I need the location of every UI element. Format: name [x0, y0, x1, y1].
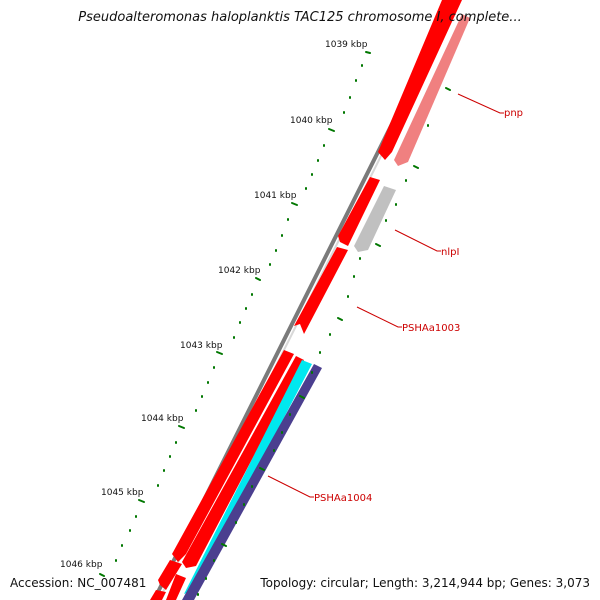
- cds-feature[interactable]: [150, 590, 166, 600]
- cds-feature-b[interactable]: [166, 574, 186, 600]
- kbp-label: 1043 kbp: [180, 341, 223, 351]
- gene-label-psha1004[interactable]: PSHAa1004: [314, 493, 372, 504]
- gene-pnp-block[interactable]: [394, 14, 470, 166]
- gene-track: [166, 14, 470, 600]
- forward-strand-features: [150, 0, 462, 600]
- kbp-label: 1044 kbp: [141, 414, 184, 424]
- cds-feature-b[interactable]: [182, 356, 304, 568]
- kbp-label: 1040 kbp: [290, 116, 333, 126]
- gene-label-nlpi[interactable]: nlpI: [441, 247, 459, 258]
- map-title: Pseudoalteromonas haloplanktis TAC125 ch…: [78, 10, 522, 25]
- kbp-label: 1046 kbp: [60, 560, 103, 570]
- gene-psha1004-indigo[interactable]: [182, 364, 322, 600]
- cds-feature[interactable]: [158, 560, 182, 590]
- callout-line-psha1003: [356, 306, 402, 328]
- kbp-label: 1039 kbp: [325, 40, 368, 50]
- kbp-label: 1042 kbp: [218, 266, 261, 276]
- callout-line-pnp: [457, 93, 504, 114]
- gene-labels: pnp nlpI PSHAa1003 PSHAa1004: [314, 108, 523, 504]
- gene-psha1004-cyan[interactable]: [184, 360, 312, 594]
- cds-feature[interactable]: [378, 0, 462, 160]
- kbp-label: 1045 kbp: [101, 488, 144, 498]
- gene-label-psha1003[interactable]: PSHAa1003: [402, 323, 460, 334]
- callout-line-psha1004: [267, 475, 314, 498]
- cds-feature[interactable]: [172, 350, 294, 562]
- gene-callouts: [267, 93, 504, 498]
- accession-label: Accession: NC_007481: [10, 576, 147, 590]
- kbp-labels: 1039 kbp 1040 kbp 1041 kbp 1042 kbp 1043…: [60, 40, 368, 570]
- kbp-label: 1041 kbp: [254, 191, 297, 201]
- gene-nlpi-block[interactable]: [354, 186, 396, 252]
- gene-label-pnp[interactable]: pnp: [504, 108, 523, 119]
- kbp-tick-marks: [99, 51, 451, 596]
- cds-feature[interactable]: [338, 177, 380, 246]
- cds-feature[interactable]: [294, 247, 348, 334]
- callout-line-nlpi: [394, 229, 441, 252]
- genome-summary: Topology: circular; Length: 3,214,944 bp…: [260, 576, 590, 590]
